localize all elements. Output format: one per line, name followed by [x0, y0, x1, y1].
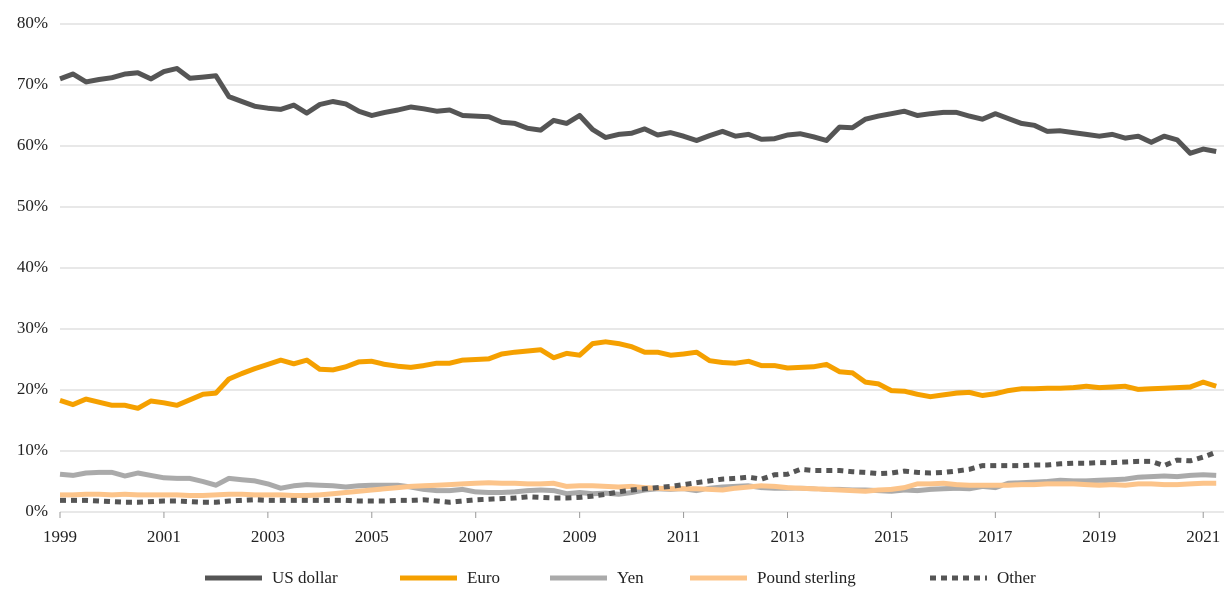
legend-label: Other	[997, 568, 1036, 587]
legend-label: Euro	[467, 568, 500, 587]
y-tick-label: 70%	[17, 74, 48, 93]
y-tick-label: 80%	[17, 13, 48, 32]
series-line	[60, 449, 1218, 505]
x-tick-label: 2013	[771, 527, 805, 546]
y-tick-label: 60%	[17, 135, 48, 154]
legend-label: US dollar	[272, 568, 338, 587]
x-tick-label: 2007	[459, 527, 494, 546]
y-tick-label: 50%	[17, 196, 48, 215]
x-tick-label: 2011	[667, 527, 700, 546]
y-tick-label: 30%	[17, 318, 48, 337]
x-tick-label: 2015	[874, 527, 908, 546]
x-tick-label: 2003	[251, 527, 285, 546]
x-tick-label: 2017	[978, 527, 1013, 546]
legend-label: Yen	[617, 568, 644, 587]
x-tick-label: 2001	[147, 527, 181, 546]
y-tick-label: 40%	[17, 257, 48, 276]
series-line	[59, 66, 1217, 156]
x-tick-label: 2005	[355, 527, 389, 546]
series-line	[59, 339, 1217, 411]
x-tick-label: 2009	[563, 527, 597, 546]
x-tick-label: 2021	[1186, 527, 1220, 546]
y-tick-label: 0%	[25, 501, 48, 520]
y-tick-label: 20%	[17, 379, 48, 398]
y-tick-label: 10%	[17, 440, 48, 459]
x-tick-label: 2019	[1082, 527, 1116, 546]
x-tick-label: 1999	[43, 527, 77, 546]
series-line	[60, 480, 1217, 498]
legend-label: Pound sterling	[757, 568, 856, 587]
